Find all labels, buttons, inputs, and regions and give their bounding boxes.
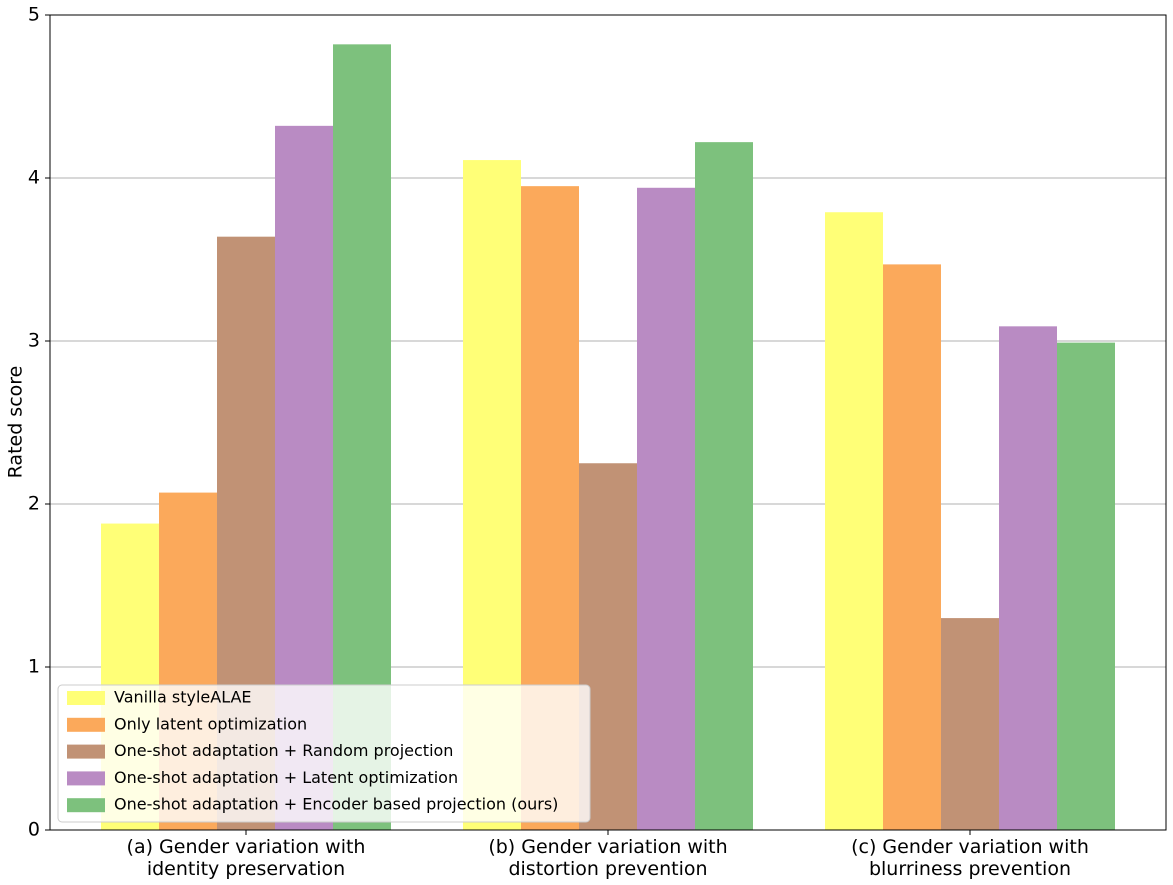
plot-frame [49, 14, 1167, 831]
bar [637, 187, 695, 830]
y-tick-label: 3 [28, 330, 40, 352]
legend-swatch [67, 691, 105, 705]
bar [941, 618, 999, 830]
legend-box [57, 684, 591, 823]
x-tick-label: (c) Gender variation with blurriness pre… [851, 836, 1089, 880]
x-tick-label: (a) Gender variation with identity prese… [126, 836, 366, 880]
bar [1057, 342, 1115, 830]
legend-swatch [67, 771, 105, 786]
y-tick-label: 2 [28, 493, 40, 515]
y-tick-label: 1 [28, 656, 40, 678]
legend-label: Vanilla styleALAE [114, 688, 252, 707]
legend-swatch [67, 717, 105, 732]
bar [999, 326, 1057, 830]
legend-swatch [67, 744, 105, 759]
legend-label: One-shot adaptation + Encoder based proj… [114, 795, 558, 814]
y-tick-label: 0 [28, 819, 40, 841]
legend-swatch [67, 798, 105, 813]
legend-label: One-shot adaptation + Latent optimizatio… [114, 768, 458, 787]
legend: Vanilla styleALAE Only latent optimizatio… [57, 684, 591, 823]
y-axis-label: Rated score [5, 366, 27, 479]
legend-label: Only latent optimization [114, 714, 307, 733]
y-tick-label: 4 [28, 167, 40, 189]
bar [695, 142, 753, 830]
y-tick-label: 5 [28, 4, 40, 26]
legend-label: One-shot adaptation + Random projection [114, 741, 453, 760]
bar [883, 264, 941, 830]
x-tick-label: (b) Gender variation with distortion pre… [488, 836, 728, 880]
bar [825, 212, 883, 831]
